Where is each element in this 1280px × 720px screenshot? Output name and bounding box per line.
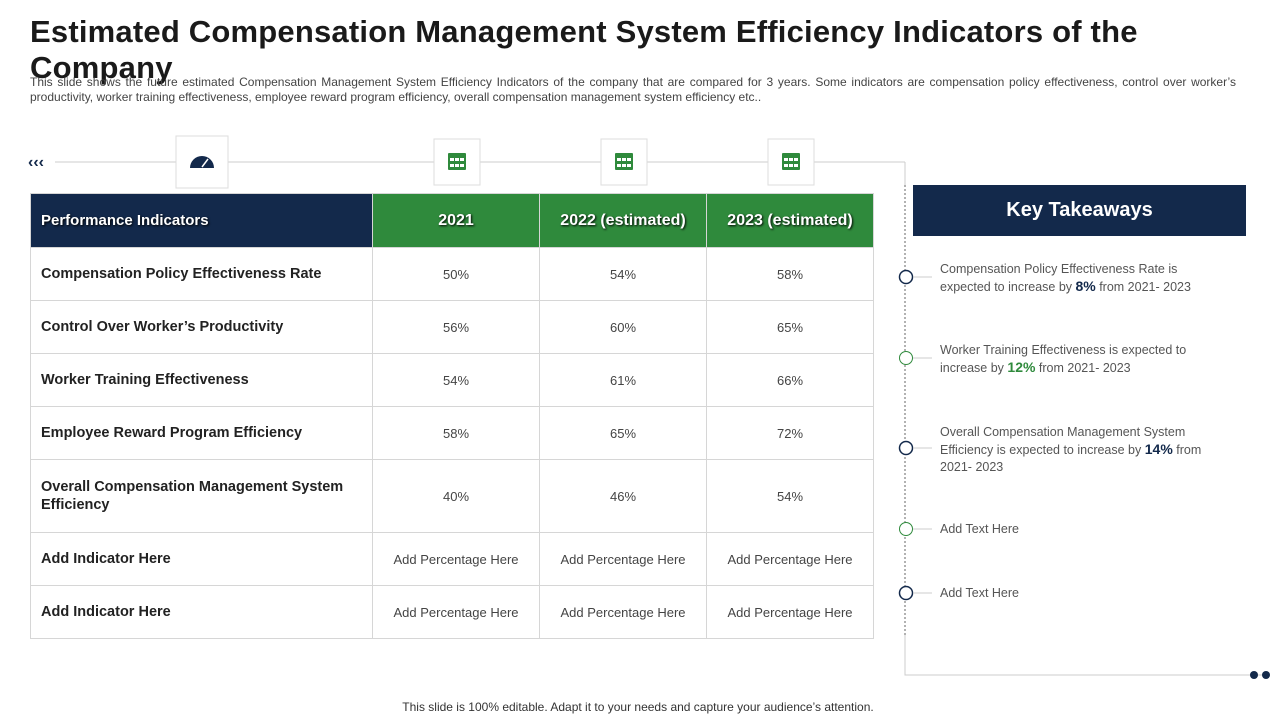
value-cell: 54% [539,247,707,301]
table-row: Add Indicator Here Add Percentage Here Add… [30,585,874,639]
table-row: Worker Training Effectiveness 54% 61% 66% [30,353,874,407]
indicator-cell: Overall Compensation Management System E… [30,459,373,533]
timeline-markers [898,269,932,601]
indicator-table: Performance Indicators 2021 2022 (estimate… [30,193,874,639]
table-row: Overall Compensation Management System E… [30,459,874,533]
takeaway: Worker Training Effectiveness is expecte… [940,342,1230,377]
indicator-cell: Employee Reward Program Efficiency [30,406,373,460]
value-cell: Add Percentage Here [372,585,540,639]
takeaway-highlight: 8% [1075,278,1096,294]
takeaway-text: Add Text Here [940,522,1019,536]
dot [1262,671,1270,679]
header-cell: Performance Indicators [30,193,373,248]
indicator-cell: Compensation Policy Effectiveness Rate [30,247,373,301]
value-cell: 65% [706,300,874,354]
takeaway: Add Text Here [940,521,1230,538]
table-row: Control Over Worker’s Productivity 56% 60%… [30,300,874,354]
takeaway: Overall Compensation Management System E… [940,424,1230,476]
value-cell: 54% [706,459,874,533]
value-cell: 58% [706,247,874,301]
header-cell: 2021 [372,193,540,248]
takeaway-text: Overall Compensation Management System E… [940,425,1186,457]
table-row: Compensation Policy Effectiveness Rate 50… [30,247,874,301]
takeaway-highlight: 14% [1144,441,1173,457]
takeaway-text: from 2021- 2023 [1095,280,1191,294]
indicator-cell: Add Indicator Here [30,585,373,639]
value-cell: Add Percentage Here [539,585,707,639]
value-cell: 66% [706,353,874,407]
value-cell: Add Percentage Here [372,532,540,586]
title: Estimated Compensation Management System… [30,14,1138,85]
takeaway-text: Add Text Here [940,586,1019,600]
takeaway-text: Compensation Policy Effectiveness Rate i… [940,262,1178,294]
table-row: Employee Reward Program Efficiency 58% 65%… [30,406,874,460]
value-cell: 61% [539,353,707,407]
value-cell: 60% [539,300,707,354]
connector [904,635,1270,676]
takeaway-highlight: 12% [1007,359,1036,375]
indicator-cell: Worker Training Effectiveness [30,353,373,407]
takeaway-text: from 2021- 2023 [940,443,1202,474]
value-cell: 65% [539,406,707,460]
takeaway-text: from 2021- 2023 [1035,361,1131,375]
value-cell: 50% [372,247,540,301]
value-cell: 40% [372,459,540,533]
takeaway: Compensation Policy Effectiveness Rate i… [940,261,1230,296]
table-row: Add Indicator Here Add Percentage Here Add… [30,532,874,586]
header-cell: 2022 (estimated) [539,193,707,248]
value-cell: Add Percentage Here [706,585,874,639]
dot [1250,671,1258,679]
indicator-cell: Add Indicator Here [30,532,373,586]
takeaway-text: Worker Training Effectiveness is expecte… [940,343,1187,375]
takeaways-title: Key Takeaways [913,185,1246,236]
value-cell: 46% [539,459,707,533]
takeaway: Add Text Here [940,585,1230,602]
value-cell: 56% [372,300,540,354]
calendar-icons [433,138,815,186]
description: This slide shows the future estimated Co… [30,75,1236,104]
header-cell: 2023 (estimated) [706,193,874,248]
value-cell: 54% [372,353,540,407]
indicator-cell: Control Over Worker’s Productivity [30,300,373,354]
arrows-icon: ‹‹‹ [28,154,44,171]
value-cell: Add Percentage Here [706,532,874,586]
value-cell: 72% [706,406,874,460]
value-cell: Add Percentage Here [539,532,707,586]
footer: This slide is 100% editable. Adapt it to… [402,700,874,714]
value-cell: 58% [372,406,540,460]
header-row: Performance Indicators 2021 2022 (estimate… [30,193,874,248]
